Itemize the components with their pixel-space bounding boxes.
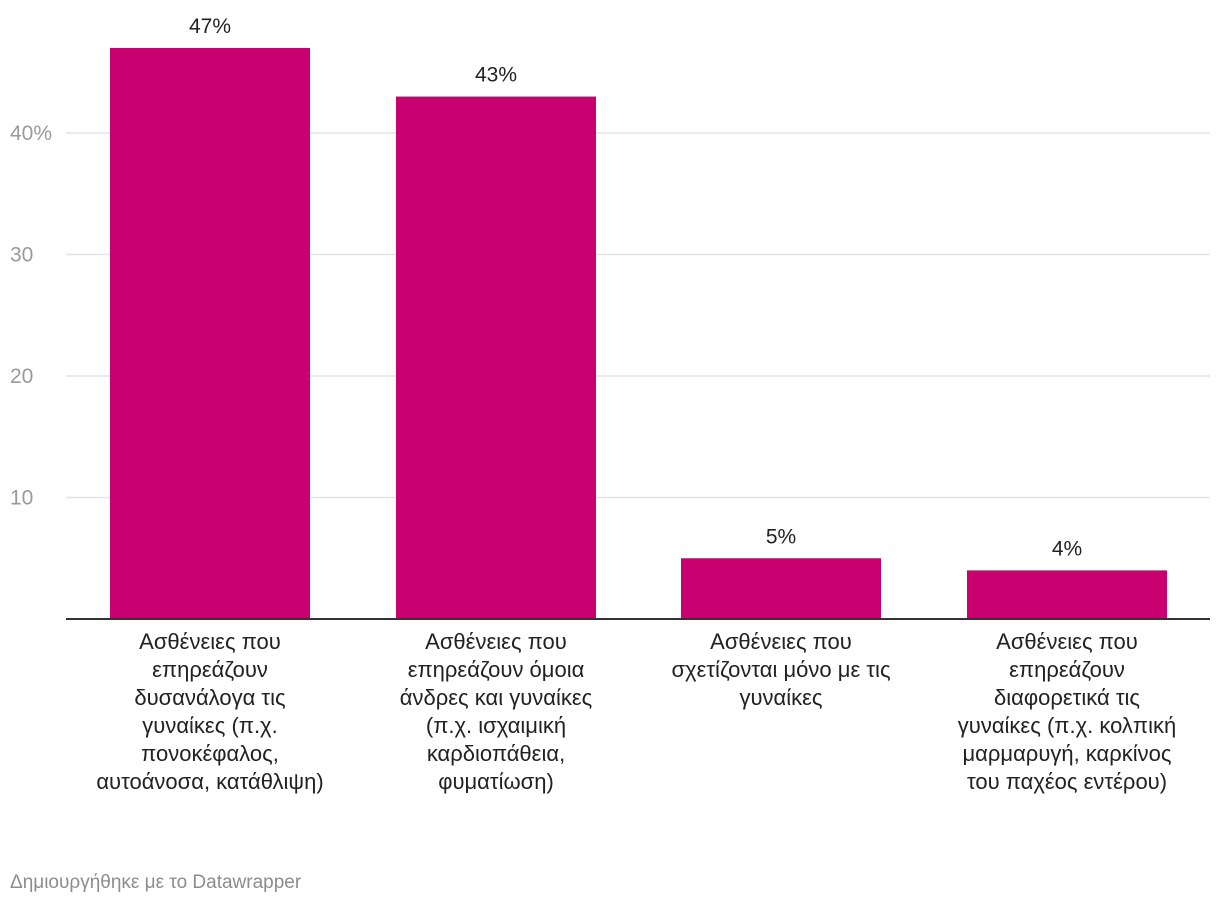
y-tick-label-40: 40% (10, 122, 52, 145)
y-tick-label-20: 20 (10, 365, 33, 388)
bar-1 (396, 96, 596, 620)
value-label-0: 47% (189, 15, 231, 38)
category-label-1: Ασθένειες που επηρεάζουν όμοια άνδρες κα… (399, 629, 593, 794)
bar-0 (110, 47, 310, 619)
category-label-0: Ασθένειες που επηρεάζουν δυσανάλογα τις … (96, 629, 324, 794)
bar-chart: 10 20 30 40% 47% 43% 5% 4% (10, 15, 1210, 620)
value-label-2: 5% (766, 525, 796, 548)
bar-2 (681, 558, 881, 619)
category-label-3: Ασθένειες που επηρεάζουν διαφορετικά τις… (957, 629, 1177, 794)
datawrapper-credit: Δημιουργήθηκε με το Datawrapper (10, 872, 302, 893)
y-tick-label-30: 30 (10, 244, 33, 267)
value-label-3: 4% (1052, 537, 1082, 560)
value-label-1: 43% (475, 64, 517, 87)
bar-3 (967, 570, 1167, 619)
y-tick-label-10: 10 (10, 487, 33, 510)
category-label-2: Ασθένειες που σχετίζονται μόνο με τις γυ… (671, 629, 891, 710)
